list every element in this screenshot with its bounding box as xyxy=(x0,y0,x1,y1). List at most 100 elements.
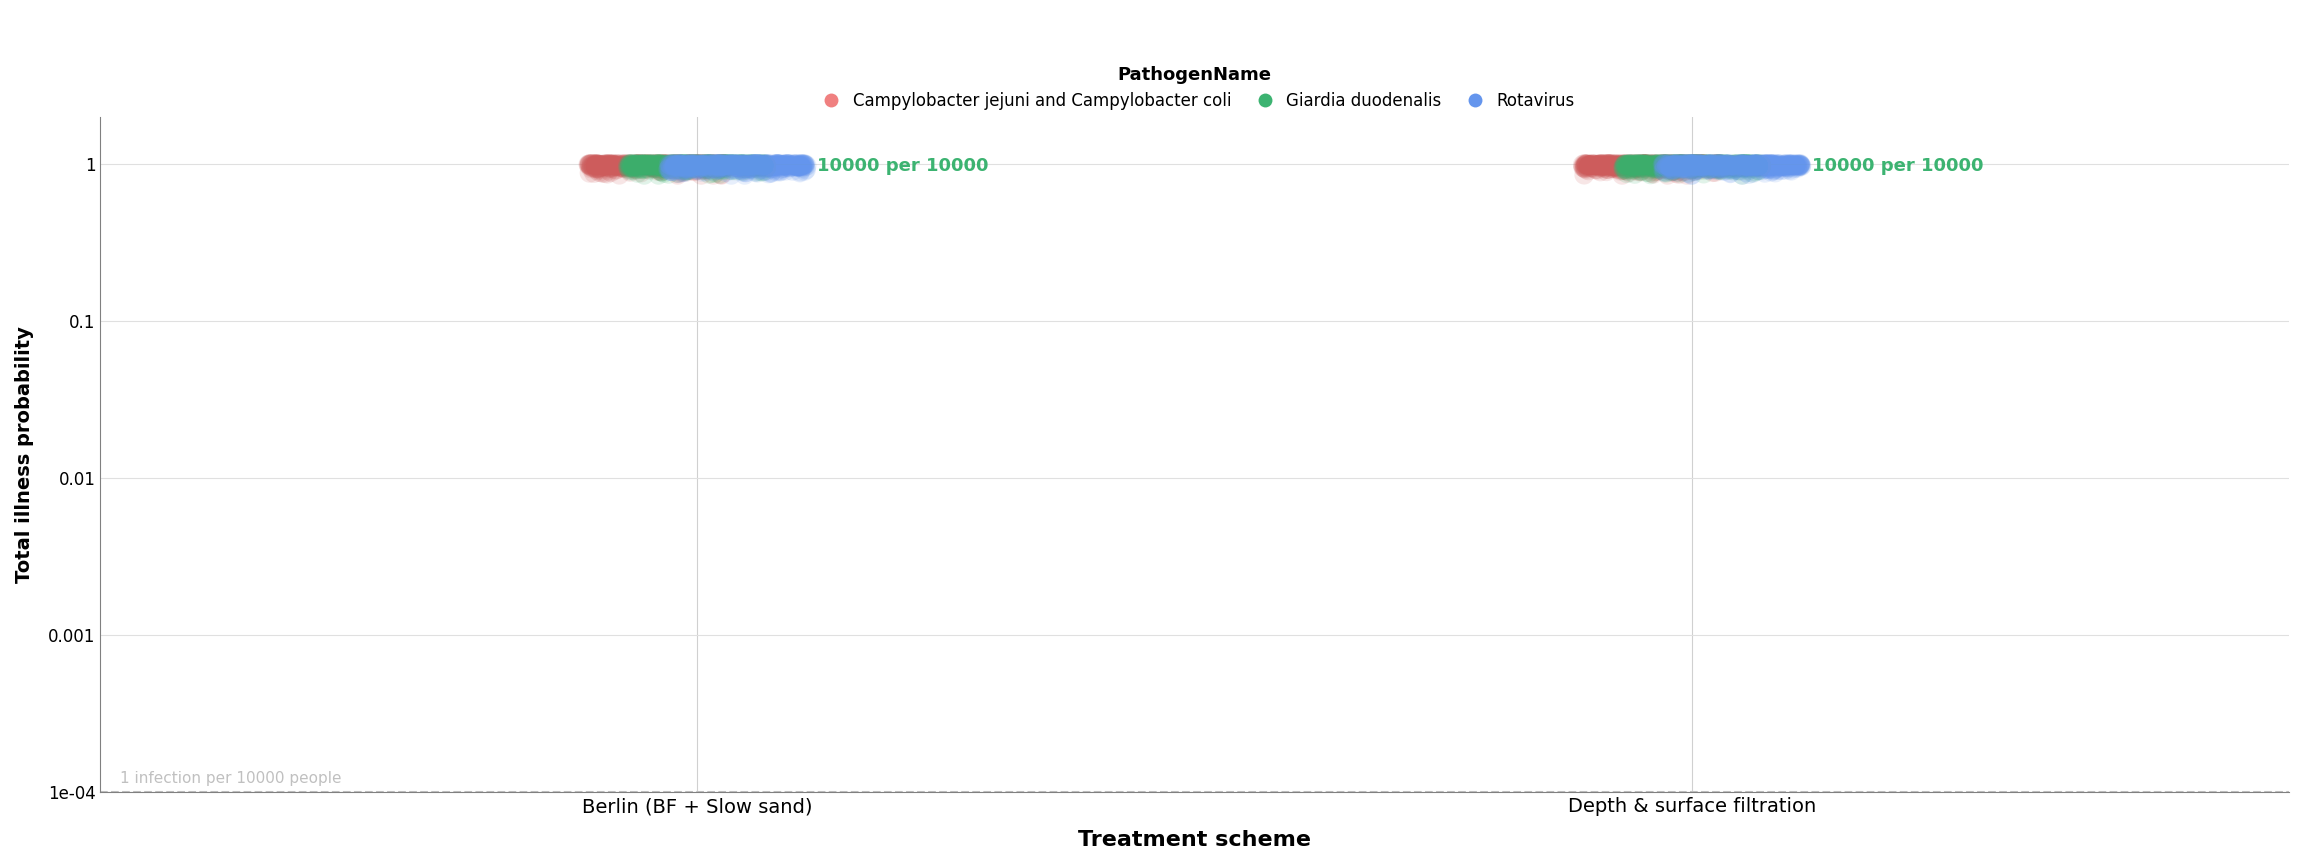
Point xyxy=(1710,162,1746,176)
Point xyxy=(714,157,751,171)
Point xyxy=(1735,158,1772,172)
Point xyxy=(753,161,790,175)
Point xyxy=(756,161,793,175)
Point xyxy=(583,161,620,175)
Point xyxy=(770,157,806,171)
Point xyxy=(1627,157,1663,171)
Point xyxy=(776,160,813,174)
Point xyxy=(1719,161,1756,175)
Point xyxy=(643,164,680,178)
Point xyxy=(1615,157,1652,171)
Point xyxy=(733,158,770,172)
Point xyxy=(1583,159,1620,173)
Point xyxy=(1687,157,1723,171)
Point xyxy=(1680,160,1716,174)
Point xyxy=(742,157,779,171)
Point xyxy=(1675,157,1712,171)
Point xyxy=(1772,159,1809,173)
Point xyxy=(1610,158,1647,172)
Point xyxy=(636,162,673,176)
Point xyxy=(624,157,661,171)
Point xyxy=(1714,160,1751,174)
Point xyxy=(1689,157,1726,171)
Point xyxy=(1631,158,1668,172)
Point xyxy=(654,157,691,171)
Point xyxy=(578,158,615,172)
Point xyxy=(689,158,726,172)
Point xyxy=(1721,157,1758,171)
Point xyxy=(1751,157,1788,171)
Point xyxy=(714,158,751,172)
Point xyxy=(1696,157,1733,171)
Point xyxy=(1608,158,1645,172)
Point xyxy=(760,165,797,179)
Point xyxy=(1650,161,1687,175)
Point xyxy=(1650,159,1687,173)
Point xyxy=(1567,160,1604,174)
Point xyxy=(654,163,691,176)
Point xyxy=(700,157,737,171)
Point xyxy=(1735,157,1772,171)
Point xyxy=(714,157,751,171)
Point xyxy=(668,159,705,173)
Point xyxy=(1744,157,1781,171)
Point xyxy=(1670,157,1707,171)
Point xyxy=(613,160,650,174)
Point xyxy=(629,158,666,172)
Point xyxy=(1661,159,1698,173)
Point xyxy=(1569,157,1606,171)
Point xyxy=(1774,158,1811,172)
Point xyxy=(703,162,740,176)
Point xyxy=(1707,158,1744,172)
Point xyxy=(1601,157,1638,171)
Point xyxy=(756,163,793,176)
Point xyxy=(1627,157,1663,171)
Point xyxy=(1693,157,1730,171)
Point xyxy=(677,157,714,171)
Point xyxy=(737,159,774,173)
Point xyxy=(1666,159,1703,173)
Point xyxy=(1617,157,1654,170)
Point xyxy=(707,157,744,171)
Point xyxy=(661,159,698,173)
Point xyxy=(647,157,684,170)
Point xyxy=(749,157,786,170)
Point xyxy=(1746,157,1783,171)
Point xyxy=(719,159,756,173)
Point xyxy=(1740,159,1776,173)
Point xyxy=(1622,162,1659,176)
Point xyxy=(1682,157,1719,170)
Point xyxy=(1760,159,1797,173)
Point xyxy=(1696,163,1733,176)
Point xyxy=(574,162,611,176)
Point xyxy=(645,158,682,172)
Point xyxy=(726,158,763,172)
Point xyxy=(627,157,664,171)
Point xyxy=(1689,159,1726,173)
Point xyxy=(652,159,689,173)
Point xyxy=(1737,158,1774,172)
Point xyxy=(666,157,703,171)
Point xyxy=(1703,161,1740,175)
Point xyxy=(668,158,705,172)
Point xyxy=(1696,159,1733,173)
Point xyxy=(1659,158,1696,172)
Point xyxy=(1689,157,1726,171)
Point xyxy=(1751,157,1788,171)
Point xyxy=(680,159,717,173)
Point xyxy=(1608,157,1645,171)
Point xyxy=(1682,158,1719,172)
Point xyxy=(574,160,611,174)
Point xyxy=(615,159,652,173)
Point xyxy=(1756,157,1793,171)
Point xyxy=(1700,161,1737,175)
Point xyxy=(627,157,664,171)
Point xyxy=(594,158,631,172)
Point xyxy=(749,167,786,181)
Point xyxy=(638,157,675,170)
Point xyxy=(650,162,687,176)
Point xyxy=(1730,157,1767,171)
Point xyxy=(705,157,742,171)
Point xyxy=(615,163,652,177)
Point xyxy=(1760,157,1797,171)
